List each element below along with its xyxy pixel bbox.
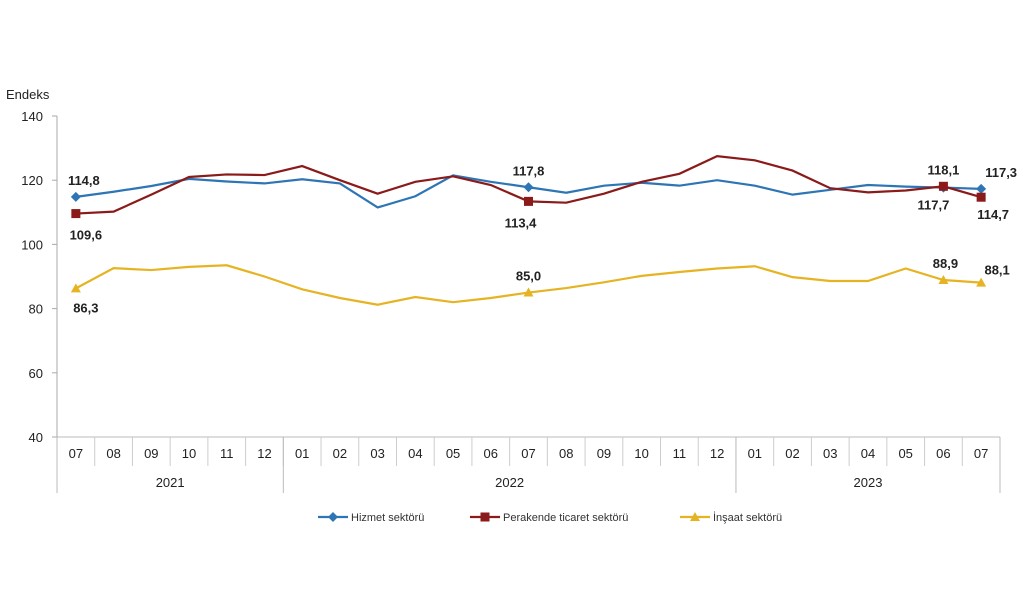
diamond-marker <box>523 182 534 193</box>
triangle-marker <box>523 287 534 297</box>
data-label: 114,7 <box>977 207 1009 222</box>
x-tick-label: 11 <box>220 446 234 461</box>
x-tick-label: 12 <box>257 446 271 461</box>
data-label: 118,1 <box>928 162 960 177</box>
x-tick-label: 07 <box>69 446 83 461</box>
diamond-marker <box>328 512 338 522</box>
triangle-marker <box>976 277 987 287</box>
x-tick-label: 02 <box>333 446 347 461</box>
y-axis-label: Endeks <box>6 87 50 102</box>
x-tick-label: 04 <box>861 446 875 461</box>
square-marker <box>524 196 533 206</box>
x-tick-label: 01 <box>748 446 762 461</box>
x-tick-label: 05 <box>898 446 912 461</box>
x-tick-label: 09 <box>597 446 611 461</box>
y-tick-label: 120 <box>21 173 43 188</box>
x-tick-label: 04 <box>408 446 422 461</box>
x-tick-label: 08 <box>559 446 573 461</box>
legend-label: İnşaat sektörü <box>713 511 782 524</box>
square-marker <box>976 192 986 202</box>
triangle-marker <box>690 512 700 521</box>
legend-label: Hizmet sektörü <box>351 512 424 524</box>
y-tick-label: 100 <box>21 237 43 252</box>
x-tick-label: 10 <box>182 446 196 461</box>
x-tick-label: 03 <box>370 446 384 461</box>
legend-label: Perakende ticaret sektörü <box>503 512 628 524</box>
series-0: 114,8 117,8 117,7 117,3 <box>68 163 1017 212</box>
data-label: 117,8 <box>513 163 545 178</box>
axes: 40 60 80 100 120 140 07 08 09 10 11 12 01 02 03 04 05 06 0… <box>21 109 1001 493</box>
diamond-marker <box>70 191 81 202</box>
series-2: 86,3 85,0 88,9 88,1 <box>70 256 1010 315</box>
x-tick-label: 07 <box>974 446 988 461</box>
x-tick-label: 06 <box>484 446 498 461</box>
y-tick-label: 40 <box>29 430 43 445</box>
x-tick-label: 10 <box>634 446 648 461</box>
data-label: 117,3 <box>985 165 1017 180</box>
square-marker <box>71 209 81 219</box>
triangle-marker <box>938 275 949 285</box>
year-label: 2021 <box>156 475 185 490</box>
series-group: 114,8 117,8 117,7 117,3 109,6 113,4 118,1 114,7… <box>68 154 1017 315</box>
data-label: 88,1 <box>984 263 1009 278</box>
diamond-marker <box>976 183 987 194</box>
x-tick-label: 05 <box>446 446 460 461</box>
series-1: 109,6 113,4 118,1 114,7 <box>70 154 1009 243</box>
data-label: 86,3 <box>73 300 98 315</box>
data-label: 109,6 <box>70 228 103 243</box>
x-tick-label: 01 <box>295 446 309 461</box>
y-tick-label: 80 <box>29 302 43 317</box>
x-tick-label: 03 <box>823 446 837 461</box>
square-marker <box>480 512 490 522</box>
data-label: 114,8 <box>68 173 100 188</box>
data-label: 88,9 <box>933 256 958 271</box>
x-tick-label: 07 <box>521 446 535 461</box>
square-marker <box>938 181 948 191</box>
data-label: 117,7 <box>918 198 950 213</box>
y-tick-label: 60 <box>29 366 43 381</box>
x-tick-label: 02 <box>785 446 799 461</box>
y-tick-label: 140 <box>21 109 43 124</box>
x-tick-label: 06 <box>936 446 950 461</box>
year-label: 2022 <box>495 475 524 490</box>
data-label: 85,0 <box>516 269 541 284</box>
x-tick-label: 08 <box>106 446 120 461</box>
x-tick-label: 09 <box>144 446 158 461</box>
legend: Hizmet sektörü Perakende ticaret sektörü İ… <box>318 511 782 524</box>
triangle-marker <box>70 283 81 293</box>
data-label: 113,4 <box>505 215 538 230</box>
year-label: 2023 <box>854 475 883 490</box>
x-tick-label: 11 <box>673 446 687 461</box>
x-tick-label: 12 <box>710 446 724 461</box>
